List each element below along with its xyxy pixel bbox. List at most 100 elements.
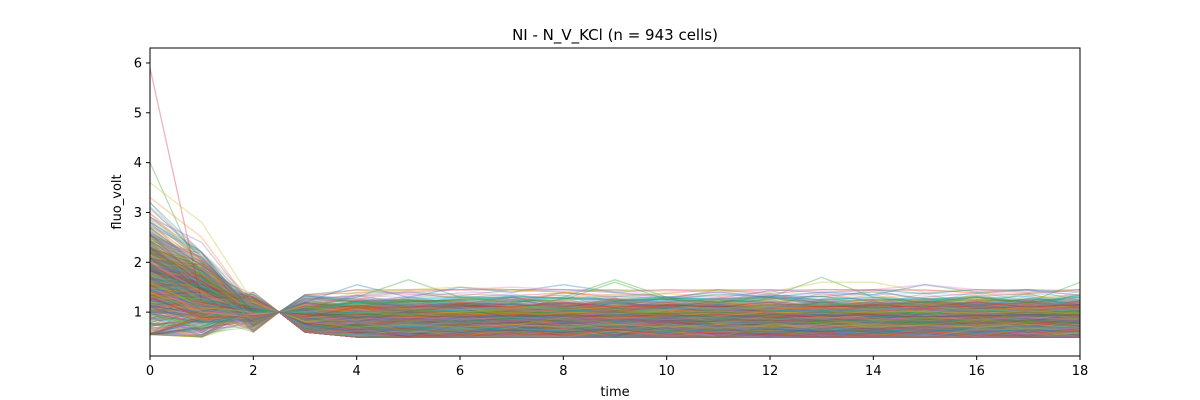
series-line (150, 306, 1080, 336)
y-tick-label: 3 (134, 206, 142, 221)
series-line (150, 271, 1080, 334)
series-line (150, 251, 1080, 338)
series-line (150, 307, 1080, 324)
series-line (150, 229, 1080, 327)
series-line (150, 253, 1080, 338)
series-line (150, 296, 1080, 334)
series-line (150, 288, 1080, 325)
series-line (150, 270, 1080, 328)
series-line (150, 264, 1080, 333)
x-tick-label: 2 (249, 364, 257, 379)
series-line (150, 305, 1080, 338)
series-line (150, 291, 1080, 338)
series-line (150, 298, 1080, 325)
series-line (150, 274, 1080, 315)
series-line (150, 305, 1080, 338)
series-line (150, 286, 1080, 337)
series-line (150, 274, 1080, 323)
series-line (150, 297, 1080, 338)
series-line (150, 301, 1080, 323)
series-line (150, 279, 1080, 332)
series-line (150, 269, 1080, 326)
series-line (150, 281, 1080, 333)
series-line (150, 273, 1080, 338)
series-line (150, 275, 1080, 338)
series-line (150, 279, 1080, 323)
series-line (150, 301, 1080, 338)
series-line (150, 269, 1080, 322)
series-line (150, 247, 1080, 335)
series-line (150, 269, 1080, 338)
series-line (150, 262, 1080, 326)
series-line (150, 277, 1080, 335)
series-line (150, 216, 1080, 313)
series-line (150, 264, 1080, 338)
series-line (150, 307, 1080, 336)
series-line (150, 253, 1080, 330)
series-line (150, 227, 1080, 332)
series-line (150, 303, 1080, 334)
series-line (150, 262, 1080, 329)
series-line (150, 289, 1080, 324)
series-line (150, 249, 1080, 331)
series-line (150, 306, 1080, 324)
series-line (150, 262, 1080, 318)
series-line (150, 311, 1080, 336)
series-line (150, 276, 1080, 338)
series-line (150, 298, 1080, 333)
series-line (150, 296, 1080, 338)
series-line (150, 291, 1080, 321)
series-line (150, 240, 1080, 321)
series-line (150, 291, 1080, 338)
series-line (150, 308, 1080, 338)
series-line (150, 240, 1080, 324)
series-line (150, 292, 1080, 337)
series-line (150, 303, 1080, 321)
series-line (150, 272, 1080, 321)
series-line (150, 294, 1080, 338)
series-line (150, 258, 1080, 329)
series-line (150, 226, 1080, 338)
series-line (150, 295, 1080, 330)
series-line (150, 294, 1080, 320)
series-line (150, 305, 1080, 331)
series-line (150, 274, 1080, 314)
series-line (150, 263, 1080, 332)
series-line (150, 300, 1080, 336)
series-line (150, 242, 1080, 314)
series-line (150, 291, 1080, 328)
series-line (150, 268, 1080, 338)
series-line (150, 260, 1080, 333)
series-line (150, 274, 1080, 338)
series-line (150, 298, 1080, 325)
series-line (150, 268, 1080, 317)
series-line (150, 284, 1080, 335)
series-line (150, 299, 1080, 313)
series-line (150, 278, 1080, 328)
series-line (150, 300, 1080, 337)
series-line (150, 311, 1080, 336)
series-line (150, 277, 1080, 329)
series-line (150, 308, 1080, 329)
x-tick-label: 6 (456, 364, 464, 379)
series-line (150, 245, 1080, 338)
series-line (150, 265, 1080, 329)
series-line (150, 262, 1080, 328)
series-line (150, 270, 1080, 338)
series-line (150, 307, 1080, 330)
series-line (150, 298, 1080, 338)
series-line (150, 255, 1080, 338)
series-line (150, 241, 1080, 317)
series-line (150, 262, 1080, 322)
series-line (150, 264, 1080, 328)
series-line (150, 233, 1080, 338)
series-line (150, 304, 1080, 336)
series-line (150, 298, 1080, 316)
series-line (150, 308, 1080, 338)
series-line (150, 235, 1080, 326)
series-line (150, 275, 1080, 333)
series-line (150, 298, 1080, 338)
series-line (150, 264, 1080, 328)
series-line (150, 248, 1080, 329)
series-line (150, 276, 1080, 329)
